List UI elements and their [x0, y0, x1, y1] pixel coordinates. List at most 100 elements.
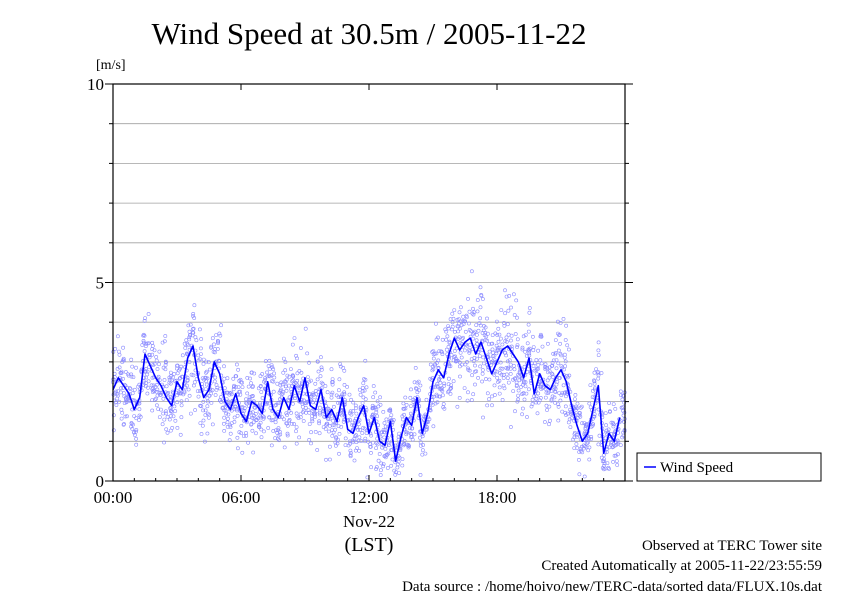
raw-sample-point — [155, 387, 160, 392]
raw-sample-point — [117, 365, 122, 370]
raw-sample-point — [349, 397, 354, 402]
raw-sample-point — [200, 423, 205, 428]
raw-sample-point — [534, 368, 539, 373]
raw-sample-point — [305, 375, 310, 380]
raw-sample-point — [552, 395, 557, 400]
raw-sample-point — [417, 388, 422, 393]
raw-sample-point — [434, 351, 439, 356]
raw-sample-point — [163, 363, 168, 367]
raw-sample-point — [162, 440, 167, 445]
raw-sample-point — [587, 437, 591, 441]
raw-sample-point — [348, 441, 353, 446]
raw-sample-point — [508, 371, 513, 376]
raw-sample-point — [341, 419, 346, 424]
raw-sample-point — [379, 461, 384, 466]
raw-sample-point — [267, 358, 272, 363]
raw-sample-point — [347, 417, 352, 422]
raw-sample-point — [524, 391, 529, 396]
raw-sample-point — [497, 378, 502, 383]
series-line — [112, 337, 621, 462]
raw-sample-point — [284, 421, 289, 426]
raw-sample-point — [547, 422, 551, 427]
raw-sample-point — [410, 437, 415, 442]
raw-sample-point — [336, 424, 341, 429]
raw-sample-point — [514, 384, 519, 389]
raw-sample-point — [244, 430, 248, 435]
raw-sample-point — [615, 463, 620, 467]
raw-sample-point — [384, 417, 389, 422]
raw-sample-point — [438, 394, 443, 399]
raw-sample-point — [129, 357, 134, 362]
raw-sample-point — [325, 390, 330, 395]
raw-sample-point — [386, 443, 391, 448]
raw-sample-point — [373, 390, 378, 395]
raw-sample-point — [130, 364, 135, 369]
raw-sample-point — [204, 382, 209, 387]
raw-sample-point — [221, 405, 226, 410]
raw-sample-point — [366, 439, 371, 444]
raw-sample-point — [278, 388, 283, 393]
raw-sample-point — [500, 397, 505, 402]
raw-sample-point — [284, 388, 289, 393]
raw-sample-point — [395, 465, 400, 470]
raw-sample-point — [551, 351, 556, 356]
raw-sample-point — [158, 392, 162, 397]
raw-sample-point — [168, 370, 173, 375]
raw-sample-point — [499, 308, 504, 313]
raw-sample-point — [134, 365, 138, 370]
raw-sample-point — [129, 424, 134, 429]
raw-sample-point — [295, 356, 299, 361]
raw-sample-point — [278, 432, 283, 437]
raw-sample-point — [539, 384, 543, 389]
raw-sample-point — [498, 336, 503, 341]
raw-sample-point — [604, 428, 609, 433]
raw-sample-point — [496, 326, 501, 331]
raw-sample-point — [280, 382, 285, 387]
raw-sample-point — [329, 395, 334, 400]
raw-sample-point — [521, 391, 526, 396]
raw-sample-point — [469, 269, 474, 274]
raw-sample-point — [119, 386, 124, 391]
raw-sample-point — [213, 393, 218, 397]
raw-sample-point — [428, 362, 433, 367]
raw-sample-point — [129, 372, 134, 377]
raw-sample-point — [179, 399, 184, 404]
raw-sample-point — [539, 361, 544, 366]
raw-sample-point — [506, 308, 511, 313]
raw-sample-point — [503, 288, 507, 293]
raw-sample-point — [338, 362, 343, 367]
raw-sample-point — [160, 422, 165, 427]
raw-sample-point — [258, 374, 263, 379]
raw-sample-point — [604, 423, 609, 428]
raw-sample-point — [191, 311, 196, 316]
raw-sample-point — [356, 422, 361, 427]
raw-sample-point — [504, 339, 509, 344]
raw-sample-point — [320, 410, 325, 415]
raw-sample-point — [293, 380, 298, 385]
raw-sample-point — [245, 391, 250, 396]
raw-sample-point — [249, 370, 254, 375]
raw-sample-point — [418, 383, 423, 388]
raw-sample-point — [431, 349, 436, 354]
raw-sample-point — [538, 395, 543, 400]
raw-sample-point — [143, 369, 148, 374]
raw-sample-point — [447, 341, 452, 345]
raw-sample-point — [188, 322, 193, 327]
raw-sample-point — [187, 360, 192, 364]
raw-sample-point — [124, 370, 128, 374]
raw-sample-point — [513, 409, 517, 414]
raw-sample-point — [408, 426, 412, 431]
raw-sample-point — [227, 438, 232, 443]
raw-sample-point — [142, 318, 147, 323]
raw-sample-point — [179, 415, 184, 420]
raw-sample-point — [545, 408, 549, 412]
raw-sample-point — [550, 394, 555, 399]
raw-sample-point — [348, 451, 353, 455]
raw-sample-point — [263, 359, 268, 364]
raw-sample-point — [212, 379, 217, 384]
raw-sample-point — [117, 399, 122, 404]
raw-sample-point — [313, 429, 318, 434]
raw-sample-point — [388, 409, 393, 413]
raw-sample-point — [527, 306, 532, 310]
raw-sample-point — [279, 415, 284, 420]
